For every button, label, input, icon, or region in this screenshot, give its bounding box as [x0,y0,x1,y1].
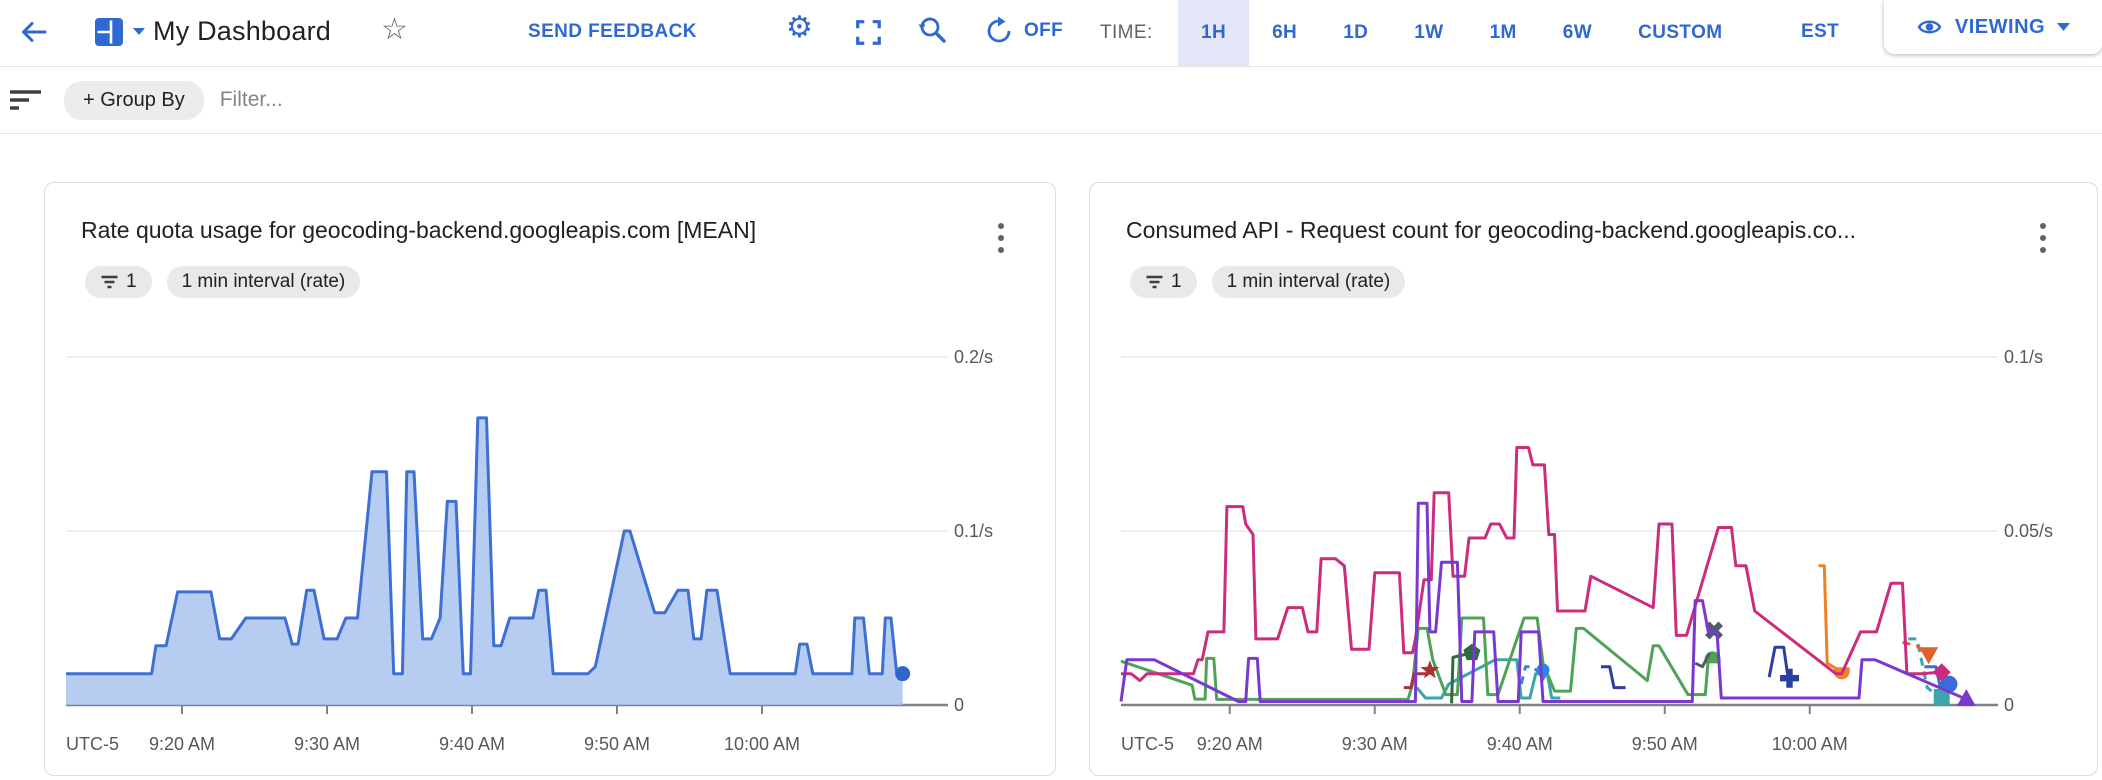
x-axis-label: 9:50 AM [584,734,650,754]
y-axis-label: 0.05/s [2004,521,2053,541]
series-rate-quota-usage [66,416,903,676]
series-navy-b [1767,645,1790,678]
fullscreen-icon [856,20,881,45]
series-purple [1119,501,1964,703]
back-arrow-icon [22,22,47,42]
marker-plus [1780,668,1799,688]
eye-icon [1917,20,1942,34]
dashboard-grid-icon [95,18,123,46]
time-label: TIME: [1100,22,1153,43]
x-axis-label: 9:40 AM [439,734,505,754]
timezone-axis-label: UTC-5 [66,734,119,754]
y-axis-label: 0 [2004,695,2014,715]
marker-triangle-up [1956,689,1976,706]
filter-count: 1 [126,271,137,292]
series-dark-red [1403,672,1426,690]
x-axis-label: 9:30 AM [294,734,360,754]
chart-card-rate-quota: Rate quota usage for geocoding-backend.g… [44,182,1056,776]
time-range-6h[interactable]: 6H [1272,22,1298,43]
fullscreen-button[interactable] [853,17,883,50]
group-by-chip[interactable]: + Group By [64,80,204,120]
auto-refresh-toggle[interactable]: OFF [985,16,1063,46]
series-teal-tail [1908,637,1940,699]
settings-gear-icon[interactable]: ⚙ [786,10,813,45]
card-menu-button[interactable] [997,221,1005,258]
x-axis-label: 9:40 AM [1487,734,1553,754]
zoom-reset-icon [918,17,946,43]
marker-diamond [1932,663,1951,682]
rate-quota-chart: 0 0.1/s 0.2/s 9:20 AM 9:30 AM 9:40 AM 9:50 AM 1… [66,347,993,754]
interval-chip[interactable]: 1 min interval (rate) [1211,266,1406,298]
chip-row: 1 1 min interval (rate) [1130,266,2097,298]
timezone-button[interactable]: EST [1801,21,1840,42]
dashboard-cards: Rate quota usage for geocoding-backend.g… [44,182,2098,776]
time-range-custom[interactable]: CUSTOM [1638,22,1723,43]
kebab-menu-icon [998,223,1004,253]
filter-input[interactable] [217,87,642,113]
time-range-1d[interactable]: 1D [1343,22,1369,43]
kebab-menu-icon [2040,223,2046,253]
chart-title: Consumed API - Request count for geocodi… [1126,217,1857,243]
series-gray [1694,652,1712,669]
interval-chip[interactable]: 1 min interval (rate) [166,266,361,298]
filter-count-chip[interactable]: 1 [1130,266,1197,298]
chart-title: Rate quota usage for geocoding-backend.g… [81,217,757,243]
send-feedback-button[interactable]: SEND FEEDBACK [528,21,697,42]
y-axis-label: 0.1/s [2004,347,2043,367]
y-axis-label: 0.1/s [954,521,993,541]
chart-card-consumed-api: Consumed API - Request count for geocodi… [1089,182,2098,776]
time-range-6w[interactable]: 6W [1562,22,1593,43]
x-axis-label: 9:30 AM [1342,734,1408,754]
area-fill [66,417,903,705]
filter-count-chip[interactable]: 1 [85,266,152,298]
app-bar: My Dashboard ☆ SEND FEEDBACK ⚙ OFF TIME:… [0,0,2102,66]
x-axis-label: 9:50 AM [1632,734,1698,754]
marker-star [1420,660,1440,679]
marker-square [1933,689,1950,705]
funnel-icon [1146,275,1163,289]
funnel-icon [101,275,118,289]
series-blue-pin [1519,665,1542,685]
filter-bar: + Group By [0,66,2102,134]
chevron-down-icon [2057,22,2071,31]
card-menu-button[interactable] [2039,221,2047,258]
series-pink [1121,446,1939,683]
series-navy-a [1601,665,1626,690]
marker-pentagon [1463,643,1481,661]
viewing-label: VIEWING [1954,15,2046,38]
viewing-dropdown[interactable]: VIEWING [1884,0,2102,54]
y-axis-label: 0 [954,695,964,715]
filter-count: 1 [1171,271,1182,292]
back-button[interactable] [18,16,50,51]
filter-list-icon[interactable] [8,85,44,115]
series-orange [1818,564,1840,672]
timezone-axis-label: UTC-5 [1121,734,1174,754]
series-green [1120,616,1710,701]
time-range-1h[interactable]: 1H [1178,0,1250,66]
star-dashboard-button[interactable]: ☆ [381,12,408,47]
x-axis-label: 9:20 AM [1197,734,1263,754]
refresh-icon [987,16,1011,43]
chip-row: 1 1 min interval (rate) [85,266,1055,298]
latest-point-dot [895,666,911,682]
request-count-chart: 0 0.05/s 0.1/s 9:20 AM 9:30 AM 9:40 AM 9:50 AM… [1119,347,2053,754]
series-dark-green [1450,652,1470,704]
time-range-1m[interactable]: 1M [1489,22,1517,43]
page-title: My Dashboard [153,16,331,46]
dashboard-switcher[interactable] [92,15,145,49]
time-range-group: 1H 6H 1D 1W 1M 6W CUSTOM [1178,0,1746,66]
x-axis-label: 10:00 AM [724,734,800,754]
chevron-down-icon [133,28,145,35]
refresh-state-label: OFF [1024,20,1064,41]
marker-triangle-down [1919,647,1939,665]
y-axis-label: 0.2/s [954,347,993,367]
x-axis-label: 9:20 AM [149,734,215,754]
zoom-reset-button[interactable] [917,14,949,49]
time-range-1w[interactable]: 1W [1414,22,1444,43]
x-axis-label: 10:00 AM [1772,734,1848,754]
